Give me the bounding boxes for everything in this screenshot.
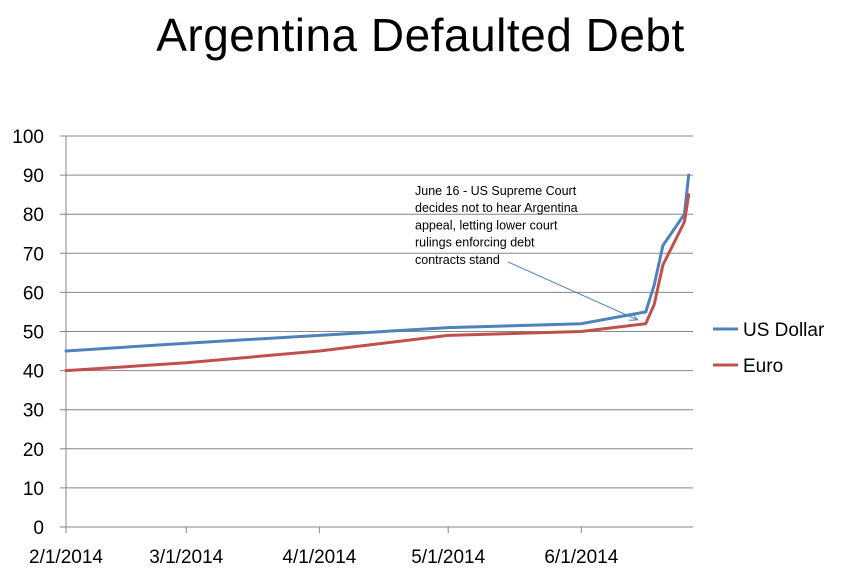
legend: US Dollar Euro [713, 320, 825, 377]
chart-title: Argentina Defaulted Debt [156, 9, 685, 61]
x-tick-label: 3/1/2014 [149, 547, 223, 568]
y-tick-label: 0 [33, 518, 44, 539]
annotation: June 16 - US Supreme Court decides not to… [415, 184, 639, 321]
y-tick-label: 100 [12, 127, 44, 148]
legend-label-us-dollar: US Dollar [743, 320, 825, 341]
annotation-text-line: June 16 - US Supreme Court [415, 184, 577, 198]
y-tick-label: 80 [23, 205, 44, 226]
y-tick-label: 50 [23, 323, 44, 344]
y-axis-ticks: 0 10 20 30 40 50 60 70 80 90 100 [12, 127, 44, 539]
y-tick-label: 10 [23, 479, 44, 500]
annotation-arrow-head [628, 312, 639, 321]
annotation-arrow-line [507, 261, 638, 321]
x-tick-label: 4/1/2014 [282, 547, 356, 568]
x-tick-label: 2/1/2014 [29, 547, 103, 568]
y-tick-label: 40 [23, 362, 44, 383]
y-tick-label: 90 [23, 166, 44, 187]
axes [65, 136, 693, 533]
y-tick-label: 20 [23, 440, 44, 461]
legend-label-euro: Euro [743, 356, 783, 377]
annotation-text-line: decides not to hear Argentina [415, 201, 578, 215]
series-line-us-dollar [64, 173, 691, 353]
x-tick-label: 6/1/2014 [544, 547, 618, 568]
y-tick-label: 30 [23, 401, 44, 422]
x-axis-ticks: 2/1/2014 3/1/2014 4/1/2014 5/1/2014 6/1/2014 [29, 527, 619, 568]
y-tick-label: 70 [23, 244, 44, 265]
gridlines [60, 135, 693, 528]
annotation-text-line: rulings enforcing debt [415, 236, 535, 250]
series-line-euro [64, 193, 691, 373]
x-tick-label: 5/1/2014 [411, 547, 485, 568]
series-lines [64, 173, 691, 373]
annotation-text-line: contracts stand [415, 253, 500, 267]
annotation-text-line: appeal, letting lower court [415, 218, 558, 232]
y-tick-label: 60 [23, 283, 44, 304]
